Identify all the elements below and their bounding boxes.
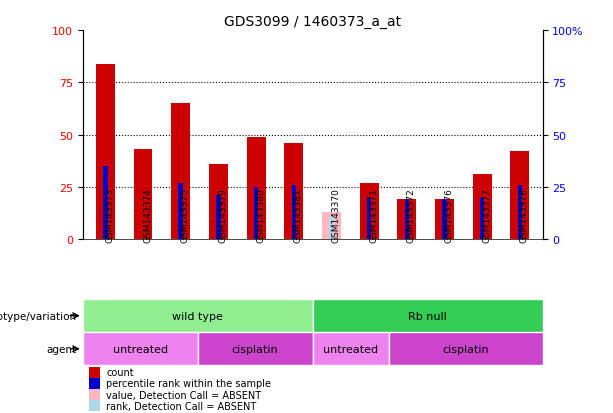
Bar [435,200,454,240]
Bar [171,104,190,240]
Text: GSM143376: GSM143376 [444,188,454,242]
Bar [254,188,258,240]
Bar [480,198,484,240]
Bar [360,183,379,240]
Bar [83,332,197,366]
Bar [313,299,543,332]
Text: GSM143377: GSM143377 [482,188,491,242]
Text: Rb null: Rb null [408,311,447,321]
Text: GSM143380: GSM143380 [256,188,265,242]
Bar [367,198,371,240]
Bar [329,216,333,240]
Bar [442,200,447,240]
Bar [209,164,228,240]
Text: wild type: wild type [172,311,223,321]
Bar [322,212,341,240]
Text: GSM143379: GSM143379 [218,188,227,242]
Bar [246,138,265,240]
Bar [292,185,296,240]
Text: cisplatin: cisplatin [443,344,489,354]
Bar [405,200,409,240]
Title: GDS3099 / 1460373_a_at: GDS3099 / 1460373_a_at [224,14,401,28]
Text: genotype/variation: genotype/variation [0,311,77,321]
Bar [313,332,389,366]
Bar [96,64,115,240]
Text: GSM143373: GSM143373 [105,188,115,242]
Text: GSM143375: GSM143375 [181,188,190,242]
Bar [511,152,529,240]
Bar [197,332,313,366]
Text: count: count [106,368,134,377]
Text: value, Detection Call = ABSENT: value, Detection Call = ABSENT [106,390,261,400]
Text: untreated: untreated [113,344,168,354]
Text: GSM143374: GSM143374 [143,188,152,242]
Bar [134,150,153,240]
Bar [216,196,221,240]
Bar [473,175,492,240]
Text: cisplatin: cisplatin [232,344,278,354]
Bar [517,185,522,240]
Text: rank, Detection Call = ABSENT: rank, Detection Call = ABSENT [106,401,256,411]
Text: GSM143371: GSM143371 [369,188,378,242]
Bar [103,166,108,240]
Bar [83,299,313,332]
Text: untreated: untreated [324,344,378,354]
Text: GSM143381: GSM143381 [294,188,303,242]
Bar [178,183,183,240]
Text: GSM143378: GSM143378 [520,188,529,242]
Text: GSM143372: GSM143372 [407,188,416,242]
Bar [397,200,416,240]
Text: agent: agent [47,344,77,354]
Bar [389,332,543,366]
Bar [284,144,303,240]
Text: GSM143370: GSM143370 [332,188,340,242]
Text: percentile rank within the sample: percentile rank within the sample [106,379,271,389]
